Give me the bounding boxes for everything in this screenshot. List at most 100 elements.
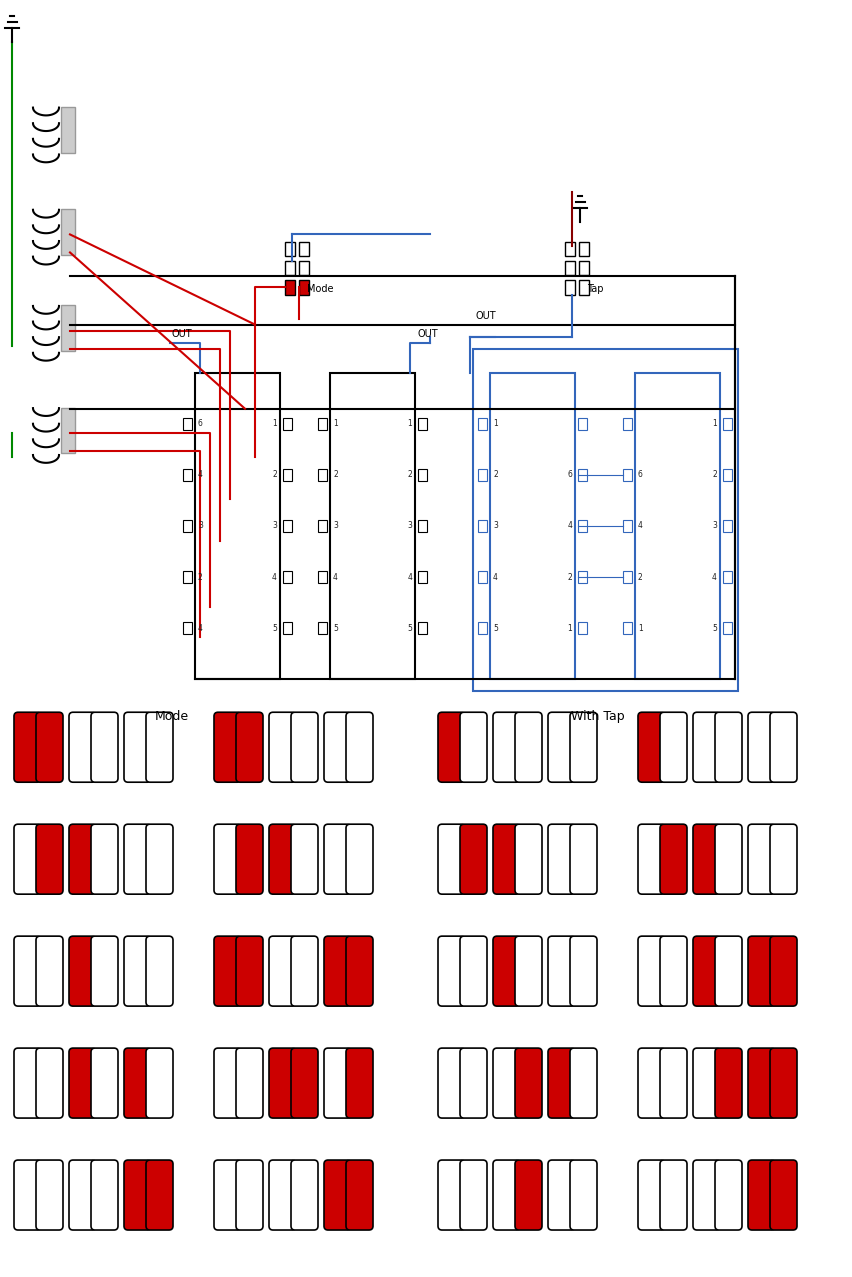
Bar — [418, 571, 427, 584]
Bar — [183, 520, 192, 533]
Bar — [623, 520, 632, 533]
FancyBboxPatch shape — [715, 713, 742, 783]
FancyBboxPatch shape — [91, 936, 118, 1006]
FancyBboxPatch shape — [214, 936, 241, 1006]
Bar — [318, 520, 327, 533]
Bar — [723, 469, 732, 481]
FancyBboxPatch shape — [36, 1160, 63, 1230]
FancyBboxPatch shape — [291, 713, 318, 783]
Bar — [283, 418, 292, 430]
FancyBboxPatch shape — [548, 1048, 575, 1119]
FancyBboxPatch shape — [748, 713, 775, 783]
Bar — [478, 418, 487, 430]
Text: 2: 2 — [638, 572, 642, 581]
FancyBboxPatch shape — [570, 713, 597, 783]
Bar — [283, 469, 292, 481]
FancyBboxPatch shape — [291, 824, 318, 894]
Bar — [195, 373, 280, 679]
FancyBboxPatch shape — [124, 713, 151, 783]
FancyBboxPatch shape — [91, 713, 118, 783]
Bar — [183, 469, 192, 481]
Bar — [723, 571, 732, 584]
Bar — [183, 571, 192, 584]
Text: 6: 6 — [567, 470, 572, 479]
FancyBboxPatch shape — [69, 936, 96, 1006]
FancyBboxPatch shape — [214, 824, 241, 894]
FancyBboxPatch shape — [36, 1048, 63, 1119]
Text: 2: 2 — [407, 470, 412, 479]
FancyBboxPatch shape — [438, 824, 465, 894]
Bar — [635, 373, 720, 679]
FancyBboxPatch shape — [91, 824, 118, 894]
FancyBboxPatch shape — [324, 1160, 351, 1230]
FancyBboxPatch shape — [460, 936, 487, 1006]
Bar — [579, 280, 589, 295]
FancyBboxPatch shape — [748, 824, 775, 894]
Bar — [623, 571, 632, 584]
FancyBboxPatch shape — [748, 936, 775, 1006]
FancyBboxPatch shape — [324, 824, 351, 894]
Text: 5: 5 — [272, 623, 277, 632]
Text: 3: 3 — [333, 521, 338, 530]
Bar — [418, 622, 427, 635]
FancyBboxPatch shape — [269, 1048, 296, 1119]
FancyBboxPatch shape — [236, 1048, 263, 1119]
FancyBboxPatch shape — [36, 936, 63, 1006]
FancyBboxPatch shape — [291, 1160, 318, 1230]
FancyBboxPatch shape — [124, 1048, 151, 1119]
Bar — [61, 209, 75, 255]
FancyBboxPatch shape — [493, 1160, 520, 1230]
FancyBboxPatch shape — [460, 1160, 487, 1230]
Bar — [299, 280, 309, 295]
FancyBboxPatch shape — [346, 824, 373, 894]
Text: 5: 5 — [712, 623, 717, 632]
FancyBboxPatch shape — [570, 1048, 597, 1119]
FancyBboxPatch shape — [693, 1160, 720, 1230]
FancyBboxPatch shape — [770, 1160, 797, 1230]
FancyBboxPatch shape — [91, 1048, 118, 1119]
Bar — [623, 469, 632, 481]
FancyBboxPatch shape — [146, 1160, 173, 1230]
FancyBboxPatch shape — [291, 1048, 318, 1119]
Text: 6: 6 — [198, 419, 203, 428]
FancyBboxPatch shape — [493, 1048, 520, 1119]
FancyBboxPatch shape — [124, 1160, 151, 1230]
FancyBboxPatch shape — [14, 1160, 41, 1230]
Bar — [478, 622, 487, 635]
Text: 5: 5 — [493, 623, 498, 632]
FancyBboxPatch shape — [14, 936, 41, 1006]
FancyBboxPatch shape — [269, 936, 296, 1006]
FancyBboxPatch shape — [515, 1160, 542, 1230]
Text: 3: 3 — [272, 521, 277, 530]
FancyBboxPatch shape — [291, 936, 318, 1006]
FancyBboxPatch shape — [638, 936, 665, 1006]
Text: 1: 1 — [273, 419, 277, 428]
FancyBboxPatch shape — [660, 936, 687, 1006]
Text: 3: 3 — [198, 521, 203, 530]
FancyBboxPatch shape — [715, 936, 742, 1006]
Text: 2: 2 — [273, 470, 277, 479]
FancyBboxPatch shape — [493, 936, 520, 1006]
FancyBboxPatch shape — [214, 713, 241, 783]
FancyBboxPatch shape — [269, 713, 296, 783]
FancyBboxPatch shape — [715, 824, 742, 894]
Text: 1: 1 — [567, 623, 572, 632]
Text: 2: 2 — [198, 572, 203, 581]
FancyBboxPatch shape — [438, 1048, 465, 1119]
FancyBboxPatch shape — [515, 713, 542, 783]
FancyBboxPatch shape — [146, 936, 173, 1006]
Bar — [283, 571, 292, 584]
Text: 4: 4 — [638, 521, 643, 530]
Text: OUT: OUT — [475, 310, 496, 321]
Text: OUT: OUT — [172, 328, 193, 338]
FancyBboxPatch shape — [146, 1048, 173, 1119]
Bar — [418, 469, 427, 481]
FancyBboxPatch shape — [236, 713, 263, 783]
Text: 5: 5 — [407, 623, 412, 632]
Bar — [723, 622, 732, 635]
Text: Mode: Mode — [307, 283, 333, 294]
Text: 1: 1 — [407, 419, 412, 428]
FancyBboxPatch shape — [693, 936, 720, 1006]
FancyBboxPatch shape — [69, 713, 96, 783]
FancyBboxPatch shape — [36, 824, 63, 894]
